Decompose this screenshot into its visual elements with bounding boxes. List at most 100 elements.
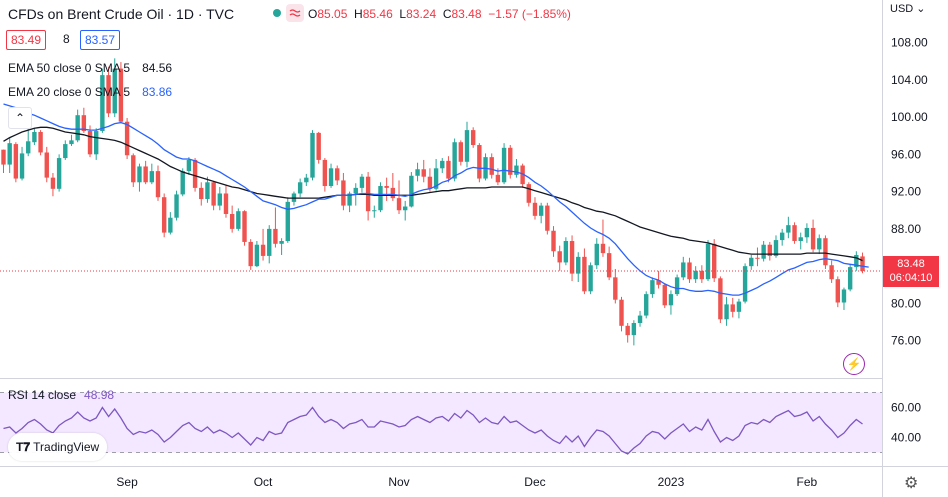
candle-body: [489, 157, 494, 175]
ema50-legend[interactable]: EMA 50 close 0 SMA 5 84.56: [8, 61, 172, 75]
candle-body: [242, 211, 247, 242]
candle-body: [415, 169, 420, 176]
candle-body: [637, 315, 643, 324]
candle-body: [335, 168, 340, 181]
candle-body: [297, 182, 303, 194]
high-value: 85.46: [362, 7, 393, 21]
y-tick-label: 100.00: [891, 110, 928, 124]
buy-price-button[interactable]: 83.57: [80, 30, 121, 50]
candle-body: [211, 182, 216, 206]
ema20-legend[interactable]: EMA 20 close 0 SMA 5 83.86: [8, 85, 172, 99]
candle-body: [205, 182, 210, 200]
candle-body: [724, 304, 729, 320]
candle-body: [742, 266, 748, 302]
candle-body: [705, 243, 711, 280]
candle-body: [69, 140, 74, 145]
candle-body: [613, 277, 618, 300]
candle-body: [606, 253, 612, 278]
candle-body: [38, 131, 43, 153]
circle-dot-icon[interactable]: [268, 4, 286, 22]
candle-body: [143, 166, 148, 183]
candle-body: [229, 213, 235, 229]
candle-body: [137, 166, 142, 183]
candle-body: [131, 155, 136, 183]
ema20-label: EMA 20 close 0 SMA 5: [8, 85, 131, 99]
candle-body: [316, 132, 321, 160]
chevron-up-icon: ⌃: [14, 111, 26, 125]
x-tick-label: Sep: [116, 475, 138, 489]
candle-body: [81, 115, 87, 132]
candle-body: [514, 165, 519, 175]
candle-body: [532, 202, 538, 216]
candle-body: [180, 171, 185, 195]
last-price-tag: 83.48 06:04:10: [883, 256, 939, 287]
candle-body: [353, 187, 358, 194]
lightning-icon[interactable]: ⚡: [843, 353, 865, 375]
candle-body: [427, 176, 433, 189]
candle-body: [248, 241, 253, 267]
candle-body: [106, 75, 111, 114]
candle-body: [75, 115, 80, 141]
change-value: −1.57 (−1.85%): [488, 7, 571, 21]
candle-body: [545, 205, 550, 231]
candle-body: [520, 165, 525, 185]
candle-body: [712, 243, 717, 279]
candle-body: [421, 169, 426, 177]
candle-body: [192, 159, 198, 188]
candle-body: [446, 160, 451, 179]
candle-body: [582, 256, 587, 292]
symbol-title[interactable]: CFDs on Brent Crude Oil · 1D · TVC: [8, 6, 235, 22]
candle-body: [625, 325, 630, 336]
candle-body: [650, 280, 655, 295]
candle-body: [112, 68, 117, 114]
wave-icon[interactable]: [286, 4, 304, 22]
candle-body: [403, 206, 408, 211]
y-tick-label: 76.00: [891, 334, 921, 348]
candle-body: [44, 152, 49, 178]
candle-body: [854, 254, 859, 268]
candle-body: [619, 299, 624, 326]
candle-body: [322, 159, 328, 187]
candle-body: [100, 75, 105, 132]
candle-body: [736, 301, 742, 312]
candle-body: [588, 265, 593, 292]
candle-body: [390, 187, 396, 199]
currency-selector[interactable]: USD ⌄: [890, 3, 926, 15]
candle-body: [50, 177, 56, 189]
candle-body: [495, 174, 501, 183]
candle-body: [600, 243, 606, 254]
candle-body: [810, 227, 816, 250]
candle-body: [699, 270, 705, 280]
sell-price-button[interactable]: 83.49: [6, 30, 47, 50]
gear-icon[interactable]: ⚙: [904, 475, 919, 492]
x-tick-label: Oct: [254, 475, 273, 489]
candle-body: [681, 262, 686, 278]
candle-body: [118, 68, 124, 122]
tradingview-logo[interactable]: T𝟕 TradingView: [8, 433, 108, 461]
y-tick-label: 104.00: [891, 73, 928, 87]
candle-body: [124, 121, 130, 156]
candle-body: [433, 168, 439, 189]
candle-body: [409, 175, 414, 207]
ema50-line: [3, 126, 863, 262]
y-tick-label: 96.00: [891, 147, 921, 161]
candle-body: [94, 131, 99, 155]
candle-body: [792, 225, 797, 242]
candle-body: [761, 244, 766, 259]
candle-body: [155, 171, 161, 198]
candle-body: [223, 193, 229, 214]
collapse-legend-button[interactable]: ⌃: [8, 107, 32, 129]
candle-body: [347, 193, 352, 206]
candle-body: [359, 176, 365, 188]
rsi-legend[interactable]: RSI 14 close 48.98: [8, 388, 114, 402]
candle-body: [149, 171, 155, 183]
candle-body: [304, 177, 309, 183]
candle-body: [730, 304, 735, 312]
candle-body: [168, 217, 173, 233]
rsi-tick-label: 40.00: [891, 431, 921, 445]
candle-body: [860, 256, 865, 272]
candle-body: [798, 237, 803, 242]
candle-body: [823, 238, 828, 266]
